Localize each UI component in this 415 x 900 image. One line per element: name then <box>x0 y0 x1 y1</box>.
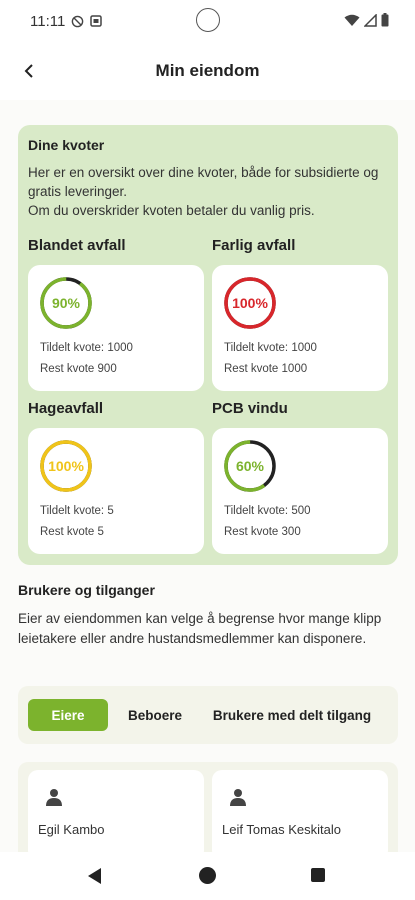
user-name: Egil Kambo <box>38 822 105 837</box>
nav-back-icon[interactable] <box>88 868 101 884</box>
quota-item: PCB vindu 60% Tildelt kvote: 500 Rest kv… <box>212 400 388 554</box>
quota-ring-progress <box>40 277 92 329</box>
person-icon <box>46 789 62 806</box>
quota-percent: 90% <box>51 295 81 311</box>
signal-icon <box>364 13 377 27</box>
quota-description-line: Om du overskrider kvoten betaler du vanl… <box>28 203 315 218</box>
wifi-icon <box>344 14 360 26</box>
tab-brukere-med-delt-tilgang[interactable]: Brukere med delt tilgang <box>212 707 372 723</box>
users-list: Egil Kambo Leif Tomas Keskitalo <box>18 762 398 852</box>
do-not-disturb-icon <box>72 15 84 27</box>
quota-item: Blandet avfall 90% Tildelt kvote: 1000 R… <box>28 237 204 391</box>
quota-ring <box>224 440 276 492</box>
users-section-title: Brukere og tilganger <box>18 582 155 598</box>
chevron-left-icon <box>24 64 33 78</box>
status-bar: 11:11 <box>0 0 415 42</box>
quota-label: Farlig avfall <box>212 237 296 254</box>
quota-item: Hageavfall 100% Tildelt kvote: 5 Rest kv… <box>28 400 204 554</box>
quota-card: 60% Tildelt kvote: 500 Rest kvote 300 <box>212 428 388 554</box>
notification-icon <box>90 15 103 27</box>
quota-panel: Dine kvoter Her er en oversikt over dine… <box>18 125 398 565</box>
quota-description-line: Her er en oversikt over dine kvoter, båd… <box>28 165 379 199</box>
status-time: 11:11 <box>30 12 66 30</box>
quota-assigned: Tildelt kvote: 5 <box>40 505 114 517</box>
users-section-description: Eier av eiendommen kan velge å begrense … <box>18 611 382 646</box>
system-nav-bar <box>0 852 415 900</box>
battery-icon <box>381 13 389 27</box>
quota-description: Her er en oversikt over dine kvoter, båd… <box>28 163 388 220</box>
quota-ring <box>40 277 92 329</box>
content-scroll[interactable]: Dine kvoter Her er en oversikt over dine… <box>0 100 415 852</box>
quota-percent: 100% <box>232 295 268 311</box>
quota-ring-progress <box>40 440 92 492</box>
quota-card: 100% Tildelt kvote: 1000 Rest kvote 1000 <box>212 265 388 391</box>
quota-remaining: Rest kvote 1000 <box>224 363 308 375</box>
camera-cutout <box>196 8 220 32</box>
quota-remaining: Rest kvote 900 <box>40 363 117 375</box>
quota-percent: 60% <box>235 458 265 474</box>
person-icon <box>230 789 246 806</box>
page-title: Min eiendom <box>155 61 260 80</box>
quota-assigned: Tildelt kvote: 1000 <box>40 342 133 354</box>
nav-recents-icon[interactable] <box>311 868 325 882</box>
quota-item: Farlig avfall 100% Tildelt kvote: 1000 R… <box>212 237 388 391</box>
quota-ring <box>224 277 276 329</box>
app-bar: Min eiendom <box>0 42 415 100</box>
tab-eiere[interactable]: Eiere <box>28 699 108 731</box>
quota-percent: 100% <box>48 458 84 474</box>
back-button[interactable] <box>14 56 44 86</box>
quota-remaining: Rest kvote 5 <box>40 526 104 538</box>
quota-ring-progress <box>224 440 276 492</box>
quota-ring <box>40 440 92 492</box>
quota-assigned: Tildelt kvote: 1000 <box>224 342 317 354</box>
tab-beboere[interactable]: Beboere <box>127 707 183 723</box>
quota-card: 90% Tildelt kvote: 1000 Rest kvote 900 <box>28 265 204 391</box>
user-card[interactable]: Leif Tomas Keskitalo <box>212 770 388 852</box>
nav-home-icon[interactable] <box>199 867 216 884</box>
quota-remaining: Rest kvote 300 <box>224 526 301 538</box>
user-type-tabs: Eiere Beboere Brukere med delt tilgang <box>18 686 398 744</box>
quota-label: PCB vindu <box>212 400 288 417</box>
quota-label: Blandet avfall <box>28 237 126 254</box>
quota-title: Dine kvoter <box>28 137 105 153</box>
quota-label: Hageavfall <box>28 400 104 417</box>
quota-assigned: Tildelt kvote: 500 <box>224 505 311 517</box>
user-card[interactable]: Egil Kambo <box>28 770 204 852</box>
user-name: Leif Tomas Keskitalo <box>222 822 341 837</box>
quota-card: 100% Tildelt kvote: 5 Rest kvote 5 <box>28 428 204 554</box>
quota-ring-progress <box>224 277 276 329</box>
